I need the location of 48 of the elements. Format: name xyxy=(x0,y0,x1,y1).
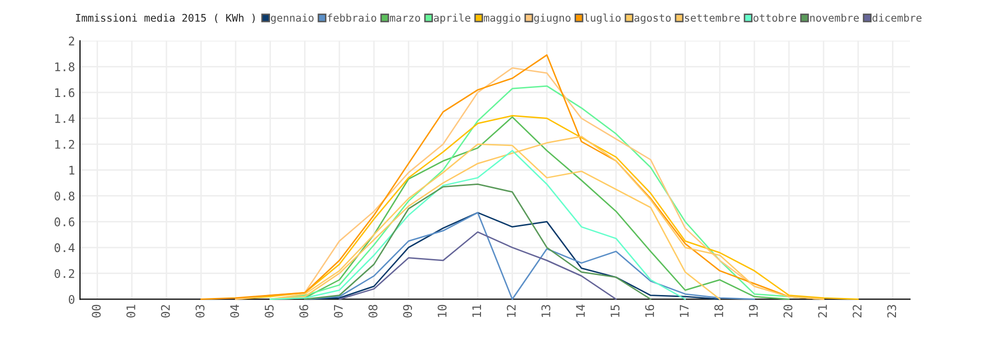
x-tick-label: 04 xyxy=(230,304,240,318)
x-tick-label: 10 xyxy=(438,304,447,317)
x-tick-label: 07 xyxy=(334,304,343,318)
x-tick-label: 13 xyxy=(541,304,550,317)
x-tick-label: 11 xyxy=(472,304,481,317)
legend-label: luglio xyxy=(584,14,621,24)
x-tick-label: 05 xyxy=(264,305,274,318)
y-tick-label: 0.8 xyxy=(54,192,74,201)
x-tick-label: 09 xyxy=(403,304,412,318)
x-tick-label: 02 xyxy=(160,305,170,318)
y-tick-label: 0.2 xyxy=(54,269,74,278)
x-tick-label: 23 xyxy=(887,304,896,318)
legend-label: maggio xyxy=(484,14,520,24)
y-tick-label: 0 xyxy=(68,294,74,304)
x-tick-label: 21 xyxy=(818,304,827,318)
legend-label: dicembre xyxy=(872,14,922,22)
y-tick-label: 2 xyxy=(68,36,74,46)
x-tick-label: 14 xyxy=(576,304,585,317)
x-tick-label: 01 xyxy=(126,304,136,318)
y-tick-label: 1.8 xyxy=(55,62,74,72)
y-tick-label: 1 xyxy=(69,166,74,175)
chart-title: Immissioni media 2015 ( KWh ) xyxy=(76,14,255,23)
y-tick-label: 1.2 xyxy=(55,140,74,149)
y-tick-label: 0.6 xyxy=(54,217,74,226)
y-tick-label: 0.4 xyxy=(54,243,75,252)
x-tick-label: 15 xyxy=(610,305,620,317)
legend-label: agosto xyxy=(634,14,671,24)
legend-label: giugno xyxy=(534,14,570,24)
legend-label: novembre xyxy=(810,14,859,22)
legend-label: ottobre xyxy=(754,14,796,22)
legend-label: febbraio xyxy=(328,14,376,22)
x-tick-label: 18 xyxy=(714,304,724,317)
x-tick-label: 03 xyxy=(196,304,204,318)
x-tick-label: 20 xyxy=(783,304,792,318)
y-tick-label: 1.4 xyxy=(55,114,75,123)
legend-label: gennaio xyxy=(270,14,314,24)
legend-label: aprile xyxy=(434,14,470,24)
x-tick-label: 06 xyxy=(299,304,308,318)
legend-label: settembre xyxy=(684,14,740,22)
x-tick-label: 19 xyxy=(748,304,758,317)
x-tick-label: 12 xyxy=(506,305,516,317)
x-tick-label: 00 xyxy=(92,304,101,318)
x-tick-label: 16 xyxy=(645,304,654,317)
legend-label: marzo xyxy=(390,16,420,22)
x-tick-label: 22 xyxy=(852,305,862,318)
x-tick-label: 17 xyxy=(680,304,688,317)
x-tick-label: 08 xyxy=(368,304,378,318)
y-tick-label: 1.6 xyxy=(55,88,74,98)
